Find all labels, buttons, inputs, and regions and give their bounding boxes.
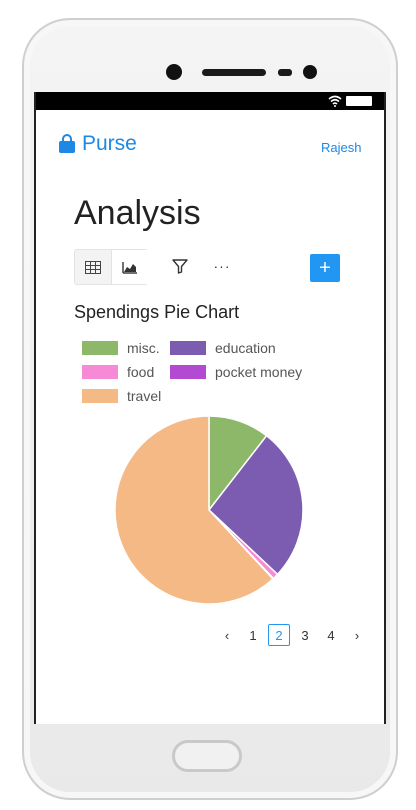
page-1-button[interactable]: 1	[249, 627, 257, 643]
legend-item[interactable]: misc.	[82, 340, 160, 356]
wifi-icon	[328, 95, 342, 107]
add-button[interactable]: +	[310, 254, 340, 282]
prev-page-button[interactable]: ‹	[224, 627, 230, 643]
pie-slice-travel[interactable]	[114, 415, 274, 605]
more-options-button[interactable]: ···	[213, 258, 231, 274]
legend-item[interactable]: pocket money	[170, 364, 302, 380]
shopping-bag-icon	[59, 134, 75, 153]
legend-swatch	[170, 341, 206, 355]
legend-swatch	[82, 341, 118, 355]
legend-item[interactable]: travel	[82, 388, 161, 404]
table-icon	[85, 260, 101, 274]
table-view-button[interactable]	[75, 250, 111, 284]
next-page-button[interactable]: ›	[354, 627, 360, 643]
spendings-pie-chart	[114, 415, 304, 605]
earpiece-speaker	[202, 69, 266, 76]
proximity-sensor	[278, 69, 292, 76]
area-chart-icon	[122, 261, 137, 274]
legend-label: misc.	[127, 340, 160, 356]
legend-item[interactable]: food	[82, 364, 154, 380]
legend-swatch	[82, 389, 118, 403]
toolbar: ···	[74, 249, 344, 285]
pie-slice-education[interactable]	[207, 434, 304, 576]
legend-swatch	[170, 365, 206, 379]
legend-label: travel	[127, 388, 162, 404]
legend-item[interactable]: education	[170, 340, 276, 356]
page-title: Analysis	[74, 194, 201, 232]
status-bar	[36, 92, 384, 110]
front-camera	[166, 64, 182, 80]
light-sensor	[303, 65, 317, 79]
user-menu-link[interactable]: Rajesh	[321, 140, 362, 155]
legend-label: education	[215, 340, 276, 356]
pagination: ‹ 1 2 3 4 ›	[216, 624, 368, 646]
home-button[interactable]	[172, 740, 242, 772]
chart-view-button[interactable]	[111, 250, 148, 284]
page-2-button[interactable]: 2	[268, 624, 290, 646]
legend-label: pocket money	[215, 364, 303, 380]
brand-logo[interactable]: Purse	[58, 132, 137, 156]
filter-icon	[172, 258, 188, 274]
chart-legend: misc. education food pocket money travel	[82, 340, 362, 410]
chart-title: Spendings Pie Chart	[74, 302, 240, 322]
page-4-button[interactable]: 4	[327, 627, 335, 643]
app-screen: Purse Rajesh Analysis	[34, 92, 386, 724]
page-3-button[interactable]: 3	[301, 627, 309, 643]
battery-icon	[346, 96, 372, 106]
legend-label: food	[127, 364, 155, 380]
filter-button[interactable]	[162, 249, 198, 283]
view-toggle-group	[74, 249, 148, 285]
legend-swatch	[82, 365, 118, 379]
brand-name: Purse	[82, 132, 137, 155]
